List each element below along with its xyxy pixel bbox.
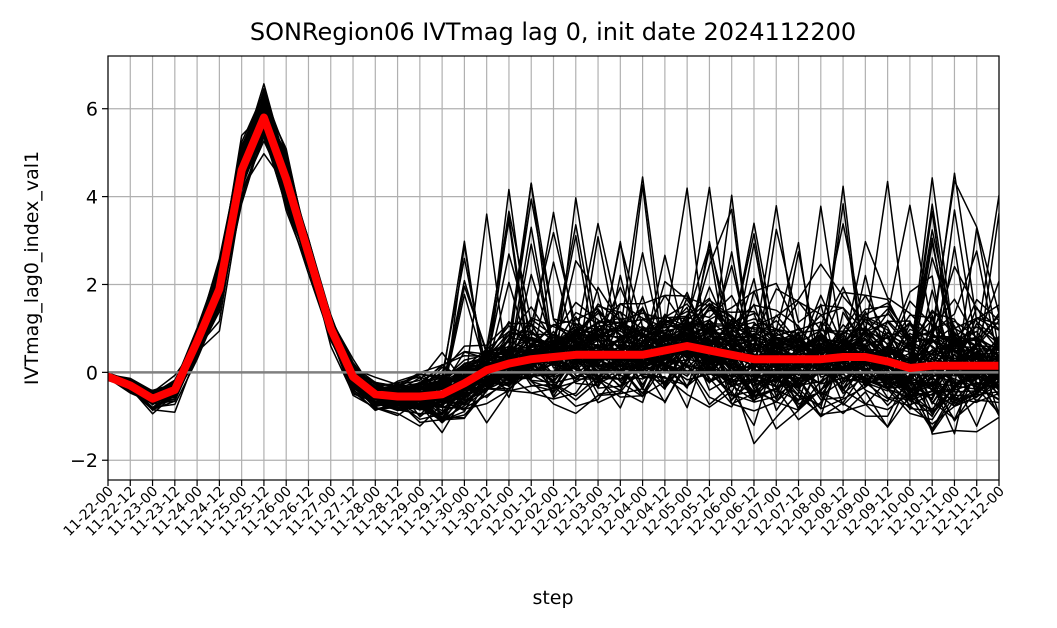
y-tick-label: 2: [86, 274, 98, 296]
ensemble-member-line: [108, 83, 999, 405]
ensemble-member-line: [108, 152, 999, 412]
y-axis-ticks: −2 0 2 4 6: [70, 99, 108, 472]
chart-title: SONRegion06 IVTmag lag 0, init date 2024…: [250, 18, 856, 46]
x-axis-ticks: 11-22-0011-22-1211-23-0011-23-1211-24-00…: [61, 480, 1008, 540]
x-axis-label: step: [532, 587, 573, 609]
y-axis-label: IVTmag_lag0_index_val1: [21, 151, 43, 385]
y-tick-label: 0: [86, 362, 98, 384]
y-tick-label: 6: [86, 99, 98, 121]
y-tick-label: 4: [86, 187, 98, 209]
y-tick-label: −2: [70, 450, 98, 472]
